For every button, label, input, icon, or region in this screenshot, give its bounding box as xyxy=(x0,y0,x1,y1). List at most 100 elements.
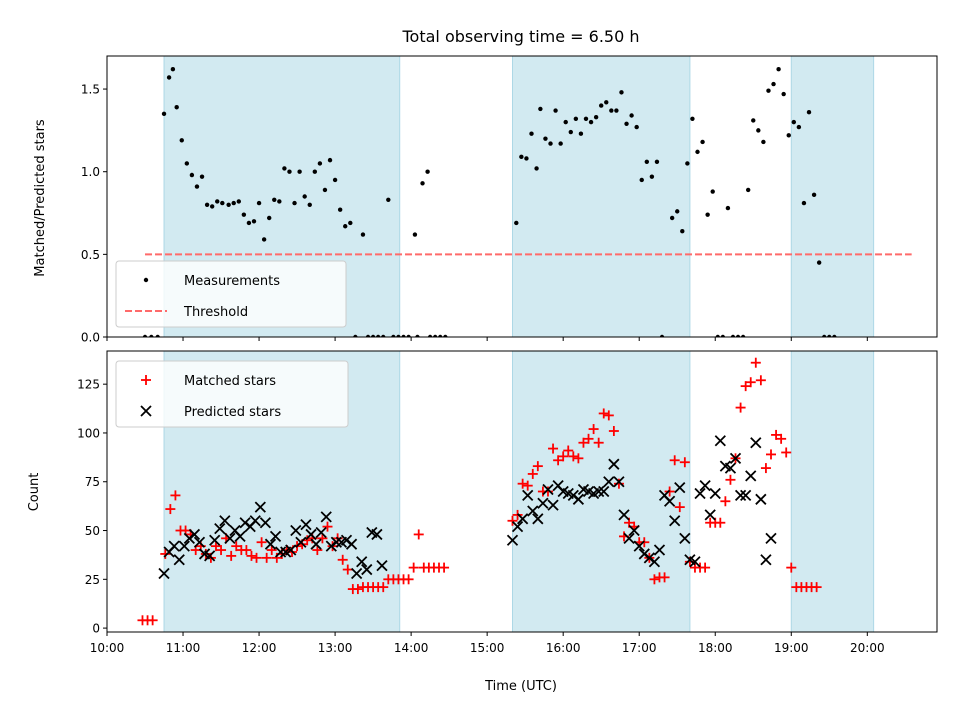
measurement-point xyxy=(360,232,366,237)
predicted-star-point xyxy=(204,550,216,562)
predicted-star-point xyxy=(376,560,388,572)
measurement-point xyxy=(745,187,751,193)
measurement-point xyxy=(220,200,225,206)
measurement-point xyxy=(375,334,381,337)
matched-star-point xyxy=(603,410,614,421)
matched-star-point xyxy=(532,461,543,472)
measurement-point xyxy=(751,118,756,123)
matched-star-point xyxy=(216,545,227,556)
matched-star-point xyxy=(760,463,771,474)
bottom-y-tick-label: 75 xyxy=(85,475,100,489)
predicted-star-point xyxy=(173,554,185,566)
measurement-point xyxy=(720,334,726,337)
measurement-point xyxy=(598,103,604,108)
measurement-point xyxy=(761,139,766,145)
predicted-star-point xyxy=(310,538,322,550)
measurement-point xyxy=(811,192,817,198)
matched-star-point xyxy=(226,550,237,561)
matched-star-point xyxy=(578,437,589,448)
top-legend: Measurements Threshold xyxy=(115,260,347,328)
matched-star-point xyxy=(548,443,559,454)
predicted-star-point xyxy=(527,505,539,517)
x-tick-label: 17:00 xyxy=(622,641,657,655)
matched-star-point xyxy=(598,408,609,419)
measurement-point xyxy=(236,199,241,204)
top-y-tick-label: 1.5 xyxy=(81,83,100,97)
matched-star-point xyxy=(378,582,389,593)
measurement-point xyxy=(604,100,609,105)
predicted-star-point xyxy=(765,532,777,544)
measurement-point xyxy=(715,334,720,337)
measurement-point xyxy=(412,232,418,237)
matched-star-point xyxy=(337,554,348,565)
top-observing-band xyxy=(790,55,875,338)
predicted-star-point xyxy=(350,567,363,580)
matched-star-point xyxy=(659,572,670,583)
bottom-axes-frame xyxy=(106,350,938,633)
measurement-point xyxy=(730,334,736,337)
measurement-point xyxy=(343,224,348,229)
legend-predicted-marker xyxy=(140,405,152,417)
measurement-point xyxy=(563,119,568,125)
predicted-star-point xyxy=(608,458,620,470)
matched-star-point xyxy=(322,521,333,532)
measurement-point xyxy=(251,219,257,224)
measurement-point xyxy=(558,141,563,146)
measurement-point xyxy=(568,129,573,135)
measurement-point xyxy=(669,215,675,221)
matched-star-point xyxy=(593,437,604,448)
matched-star-point xyxy=(271,552,282,563)
measurement-point xyxy=(297,169,302,174)
predicted-star-point xyxy=(669,515,681,527)
measurement-point xyxy=(420,181,425,186)
measurement-point xyxy=(332,177,338,183)
measurement-point xyxy=(534,166,539,171)
x-tick-label: 14:00 xyxy=(394,641,429,655)
top-axes-frame xyxy=(106,55,938,338)
measurement-point xyxy=(391,334,396,337)
measurement-point xyxy=(149,334,154,337)
measurement-point xyxy=(307,202,312,207)
matched-star-point xyxy=(170,490,181,501)
predicted-star-point xyxy=(547,499,559,511)
matched-star-point xyxy=(160,548,171,559)
matched-star-point xyxy=(413,529,424,540)
matched-star-point xyxy=(740,381,751,392)
measurement-point xyxy=(432,334,438,337)
matched-star-point xyxy=(781,447,792,458)
measurement-point xyxy=(740,334,746,337)
predicted-star-point xyxy=(633,540,645,552)
x-axis-label: Time (UTC) xyxy=(484,679,557,694)
measurement-point xyxy=(184,161,190,166)
predicted-star-point xyxy=(214,522,226,535)
predicted-star-point xyxy=(628,524,640,537)
measurement-point xyxy=(695,149,700,155)
measurement-point xyxy=(609,108,614,113)
predicted-star-point xyxy=(740,489,752,502)
predicted-star-point xyxy=(537,497,549,509)
matched-star-point xyxy=(558,451,569,462)
measurement-point xyxy=(690,116,695,122)
x-tick-label: 15:00 xyxy=(470,641,505,655)
matched-star-point xyxy=(674,502,685,513)
predicted-star-point xyxy=(249,515,261,527)
bottom-y-tick-label: 0 xyxy=(92,622,100,636)
measurement-point xyxy=(287,169,292,174)
bottom-legend: Matched stars Predicted stars xyxy=(115,360,349,428)
predicted-star-point xyxy=(704,509,716,521)
matched-star-point xyxy=(700,562,711,573)
measurement-point xyxy=(322,187,328,193)
top-y-axis-label: Matched/Predicted stars xyxy=(33,119,48,277)
measurement-point xyxy=(327,157,333,163)
predicted-star-point xyxy=(750,437,762,449)
predicted-star-point xyxy=(623,532,635,544)
predicted-star-point xyxy=(361,563,373,576)
measurement-point xyxy=(292,200,297,206)
predicted-star-point xyxy=(158,567,170,580)
measurement-point xyxy=(649,174,655,179)
bottom-y-tick-label: 100 xyxy=(77,426,100,440)
measurement-point xyxy=(705,212,710,217)
measurement-point xyxy=(170,67,176,72)
legend-label: Predicted stars xyxy=(184,405,281,420)
measurement-point xyxy=(401,334,406,337)
